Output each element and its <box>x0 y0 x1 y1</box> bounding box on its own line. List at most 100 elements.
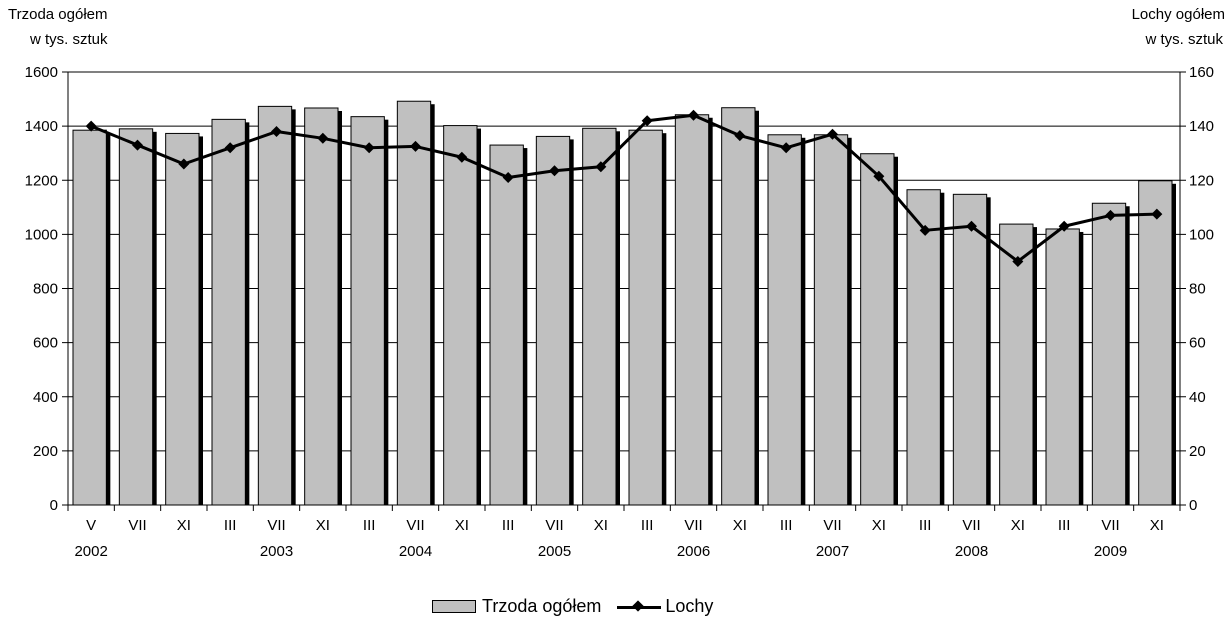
bar <box>721 107 756 506</box>
combo-chart: 0 200 400 600 800 1000 1200 1400 1600 0 20 40 60 80 10… <box>25 64 1214 560</box>
bar <box>257 105 293 506</box>
bar <box>906 189 941 506</box>
right-tick-label: 0 <box>1189 497 1197 514</box>
x-tick-label: XI <box>872 517 886 534</box>
x-tick-label: VII <box>823 517 841 534</box>
bar-shadow <box>569 139 574 505</box>
right-tick-label: 100 <box>1189 226 1214 243</box>
line-point-marker <box>595 161 607 173</box>
bar-shadow <box>847 137 852 505</box>
bar-shadow <box>616 131 620 506</box>
line-point-marker <box>688 109 699 121</box>
left-tick-label: 0 <box>50 497 58 514</box>
line-point-marker <box>734 130 746 142</box>
year-label: 2006 <box>677 543 710 560</box>
bar <box>674 114 710 506</box>
line-point-marker <box>1012 255 1024 267</box>
bar <box>582 127 617 506</box>
line-point-marker <box>410 140 421 152</box>
line-point-marker <box>502 172 514 184</box>
bar <box>999 223 1034 506</box>
left-tick-label: 1400 <box>25 118 58 135</box>
bar-shadow <box>1033 227 1037 505</box>
year-label: 2004 <box>399 543 432 560</box>
right-tick-label: 80 <box>1189 281 1206 298</box>
x-tick-label: XI <box>455 517 469 534</box>
line-point-marker <box>1105 209 1116 221</box>
x-tick-label: III <box>641 517 654 534</box>
x-tick-label: XI <box>594 517 608 534</box>
line-point-marker <box>363 142 375 154</box>
bar-shadow <box>708 117 713 505</box>
bar-shadow <box>940 192 945 506</box>
bar <box>1138 180 1173 506</box>
bar <box>1091 202 1127 506</box>
bar <box>813 134 849 506</box>
bar <box>350 116 385 506</box>
line-point-marker <box>641 115 653 127</box>
right-tick-label: 60 <box>1189 335 1206 352</box>
x-tick-label: V <box>86 517 96 534</box>
x-tick-label: III <box>1058 517 1071 534</box>
year-label: 2003 <box>260 543 293 560</box>
left-tick-label: 400 <box>33 389 58 406</box>
line-point-marker <box>224 142 236 154</box>
bar-shadow <box>199 136 203 505</box>
right-tick-label: 20 <box>1189 443 1206 460</box>
legend-label-line: Lochy <box>665 596 714 616</box>
bar-shadow <box>1079 231 1084 505</box>
x-tick-label: VII <box>962 517 980 534</box>
line-point-marker <box>780 142 792 154</box>
line-point-marker <box>456 151 468 163</box>
year-label: 2005 <box>538 543 571 560</box>
bar-shadow <box>523 148 528 505</box>
x-tick-label: VII <box>128 517 146 534</box>
bar <box>628 129 663 506</box>
x-tick-label: VII <box>545 517 563 534</box>
bar <box>767 134 802 506</box>
line-point-marker <box>919 224 931 236</box>
bar-shadow <box>894 156 898 505</box>
line-point-marker <box>549 165 560 177</box>
bar-shadow <box>338 110 342 505</box>
year-label: 2008 <box>955 543 988 560</box>
bar <box>860 153 895 506</box>
bar <box>1045 228 1080 506</box>
x-tick-label: III <box>919 517 932 534</box>
bar <box>535 135 571 506</box>
year-label: 2009 <box>1094 543 1127 560</box>
x-tick-label: III <box>780 517 793 534</box>
legend-bar-swatch <box>432 600 476 613</box>
bar-shadow <box>106 133 111 505</box>
x-tick-label: III <box>363 517 376 534</box>
bar <box>443 125 478 506</box>
bar-shadow <box>755 110 759 505</box>
x-tick-label: XI <box>177 517 191 534</box>
legend-line-swatch <box>617 599 662 614</box>
bar-shadow <box>662 133 667 505</box>
bar-shadow <box>1125 206 1130 506</box>
year-label: 2007 <box>816 543 849 560</box>
right-axis-title-line2: w tys. sztuk <box>1145 31 1223 48</box>
x-tick-label: VII <box>1101 517 1119 534</box>
x-tick-label: XI <box>733 517 747 534</box>
bar <box>211 118 246 506</box>
bar-shadow <box>477 128 481 506</box>
line-point-marker <box>271 126 282 138</box>
left-tick-label: 600 <box>33 335 58 352</box>
x-tick-label: VII <box>267 517 285 534</box>
x-tick-label: XI <box>316 517 330 534</box>
x-tick-label: VII <box>406 517 424 534</box>
x-tick-label: XI <box>1011 517 1025 534</box>
bar-shadow <box>430 104 435 505</box>
left-axis-title-line1: Trzoda ogółem <box>8 6 108 23</box>
bar <box>165 132 200 506</box>
line-point-marker <box>132 139 143 151</box>
bar-shadow <box>1172 183 1176 505</box>
x-tick-label: VII <box>684 517 702 534</box>
bar <box>118 128 154 506</box>
x-tick-label: XI <box>1150 517 1164 534</box>
bar-shadow <box>245 122 250 505</box>
right-tick-label: 120 <box>1189 172 1214 189</box>
line-point-marker <box>827 128 838 140</box>
